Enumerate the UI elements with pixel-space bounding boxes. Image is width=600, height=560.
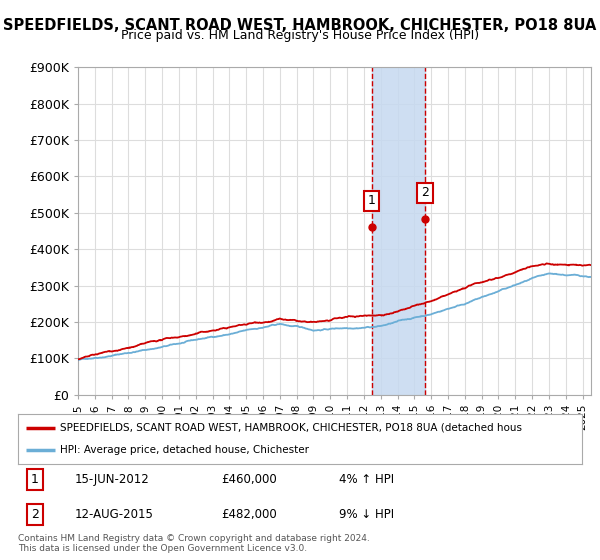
Text: £482,000: £482,000	[221, 508, 277, 521]
Text: 2: 2	[421, 186, 429, 199]
Text: HPI: Average price, detached house, Chichester: HPI: Average price, detached house, Chic…	[60, 445, 310, 455]
Text: 15-JUN-2012: 15-JUN-2012	[74, 473, 149, 487]
Text: Price paid vs. HM Land Registry's House Price Index (HPI): Price paid vs. HM Land Registry's House …	[121, 29, 479, 42]
Text: 1: 1	[31, 473, 39, 487]
Text: Contains HM Land Registry data © Crown copyright and database right 2024.
This d: Contains HM Land Registry data © Crown c…	[18, 534, 370, 553]
Text: 12-AUG-2015: 12-AUG-2015	[74, 508, 153, 521]
Bar	[371, 67, 425, 395]
Text: SPEEDFIELDS, SCANT ROAD WEST, HAMBROOK, CHICHESTER, PO18 8UA: SPEEDFIELDS, SCANT ROAD WEST, HAMBROOK, …	[4, 18, 596, 33]
Text: 4% ↑ HPI: 4% ↑ HPI	[340, 473, 395, 487]
Text: SPEEDFIELDS, SCANT ROAD WEST, HAMBROOK, CHICHESTER, PO18 8UA (detached hous: SPEEDFIELDS, SCANT ROAD WEST, HAMBROOK, …	[60, 423, 522, 433]
Text: 1: 1	[368, 194, 376, 207]
Text: £460,000: £460,000	[221, 473, 277, 487]
Text: 2: 2	[31, 508, 39, 521]
Text: 9% ↓ HPI: 9% ↓ HPI	[340, 508, 395, 521]
